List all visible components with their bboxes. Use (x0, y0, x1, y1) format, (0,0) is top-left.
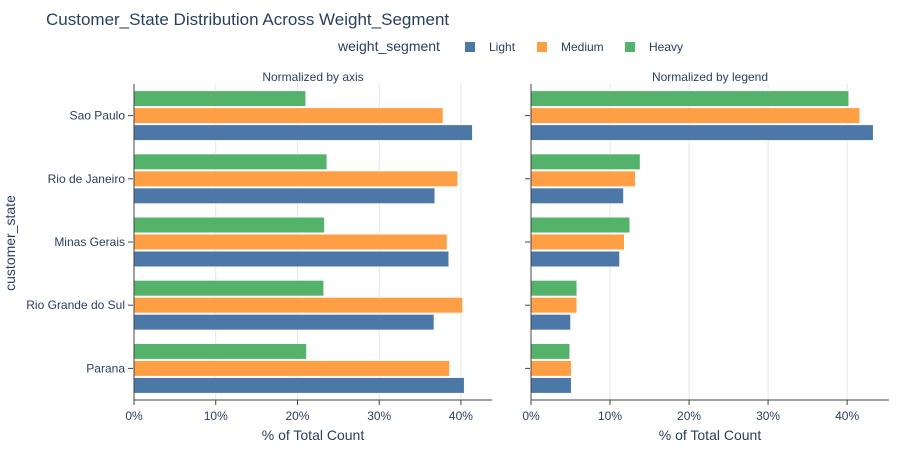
x-tick-label: 30% (756, 409, 780, 423)
y-tick-label: Minas Gerais (54, 235, 125, 249)
subplot-normalized-by-legend: Normalized by legend 0% 10% 20% 30% 40% % of T… (522, 70, 889, 443)
subplot-normalized-by-axis: Normalized by axis Sao Paulo Rio de Janeir… (26, 70, 492, 443)
bar-rio-de-janeiro-medium[interactable] (530, 170, 636, 187)
bar-rio-de-janeiro-heavy[interactable] (133, 153, 328, 170)
legend-swatch-heavy[interactable] (625, 42, 635, 52)
legend-label-medium[interactable]: Medium (561, 40, 604, 54)
x-axis-label: % of Total Count (262, 427, 365, 443)
legend-swatch-medium[interactable] (537, 42, 547, 52)
bar-sao-paulo-light[interactable] (133, 124, 473, 141)
bar-parana-medium[interactable] (530, 360, 572, 377)
subplot-title: Normalized by legend (652, 70, 768, 84)
bar-parana-medium[interactable] (133, 360, 450, 377)
y-tick-label: Rio de Janeiro (48, 172, 126, 186)
x-axis-label: % of Total Count (659, 427, 762, 443)
legend-title: weight_segment (337, 38, 440, 54)
x-tick-label: 0% (125, 409, 143, 423)
x-tick-label: 0% (522, 409, 540, 423)
x-tick-label: 10% (204, 409, 228, 423)
bar-parana-heavy[interactable] (530, 343, 570, 360)
bar-rio-de-janeiro-heavy[interactable] (530, 153, 641, 170)
x-tick-label: 20% (285, 409, 309, 423)
bar-parana-light[interactable] (530, 377, 572, 394)
bar-parana-light[interactable] (133, 377, 465, 394)
bar-minas-gerais-medium[interactable] (530, 234, 625, 250)
legend-label-light[interactable]: Light (489, 40, 516, 54)
subplot-title: Normalized by axis (262, 70, 363, 84)
bar-sao-paulo-medium[interactable] (530, 107, 861, 124)
bar-minas-gerais-heavy[interactable] (530, 217, 631, 233)
x-tick-label: 40% (835, 409, 859, 423)
bar-sao-paulo-heavy[interactable] (133, 90, 306, 107)
bar-parana-heavy[interactable] (133, 343, 307, 360)
x-tick-label: 30% (367, 409, 391, 423)
x-tick-label: 10% (598, 409, 622, 423)
bar-rio-de-janeiro-light[interactable] (530, 187, 624, 204)
bar-minas-gerais-light[interactable] (530, 251, 620, 267)
bar-rio-grande-do-sul-medium[interactable] (133, 297, 463, 314)
bar-minas-gerais-heavy[interactable] (133, 217, 325, 233)
bar-sao-paulo-heavy[interactable] (530, 90, 849, 107)
legend[interactable]: weight_segment Light Medium Heavy (337, 38, 683, 54)
x-tick-label: 40% (449, 409, 473, 423)
y-tick-label: Parana (86, 361, 125, 375)
x-tick-label: 20% (677, 409, 701, 423)
chart-title: Customer_State Distribution Across Weigh… (46, 10, 449, 29)
bar-minas-gerais-medium[interactable] (133, 234, 448, 250)
bar-sao-paulo-light[interactable] (530, 124, 874, 141)
bar-minas-gerais-light[interactable] (133, 251, 449, 267)
legend-label-heavy[interactable]: Heavy (649, 40, 683, 54)
bar-rio-grande-do-sul-light[interactable] (530, 314, 571, 331)
bar-sao-paulo-medium[interactable] (133, 107, 444, 124)
y-tick-label: Rio Grande do Sul (26, 298, 125, 312)
y-axis-label: customer_state (2, 195, 18, 291)
bar-rio-de-janeiro-light[interactable] (133, 187, 436, 204)
legend-swatch-light[interactable] (465, 42, 475, 52)
bar-rio-grande-do-sul-light[interactable] (133, 314, 435, 331)
bar-rio-de-janeiro-medium[interactable] (133, 170, 458, 187)
bar-rio-grande-do-sul-heavy[interactable] (530, 280, 578, 297)
bar-rio-grande-do-sul-medium[interactable] (530, 297, 578, 314)
bar-rio-grande-do-sul-heavy[interactable] (133, 280, 324, 297)
y-tick-label: Sao Paulo (70, 109, 126, 123)
